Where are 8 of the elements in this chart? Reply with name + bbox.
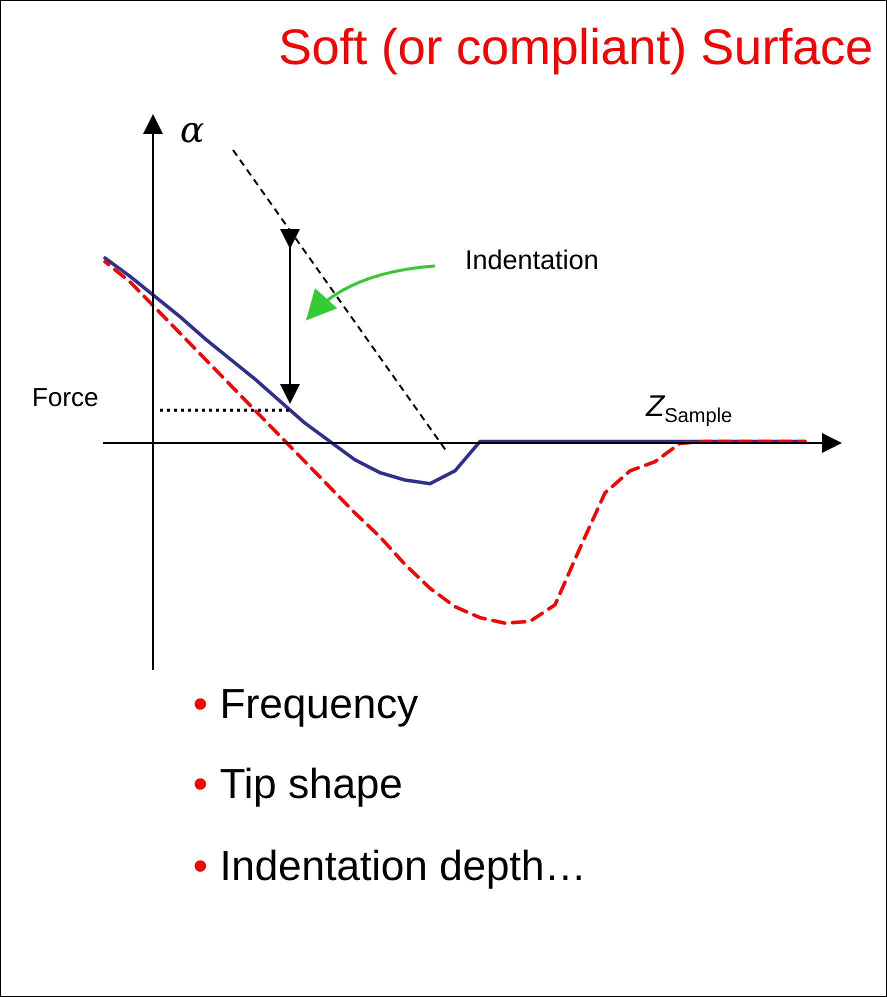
annotation: Indentation: [465, 245, 599, 276]
x-axis-title: Z$_{Sample}$: [646, 390, 732, 427]
text: • Indentation depth…: [193, 842, 586, 890]
text: • Frequency: [193, 680, 418, 728]
text: • Tip shape: [193, 760, 403, 808]
text: α: [180, 110, 204, 151]
chart-title: Soft (or compliant) Surface: [278, 18, 873, 76]
y-axis-title: Force: [32, 382, 98, 413]
